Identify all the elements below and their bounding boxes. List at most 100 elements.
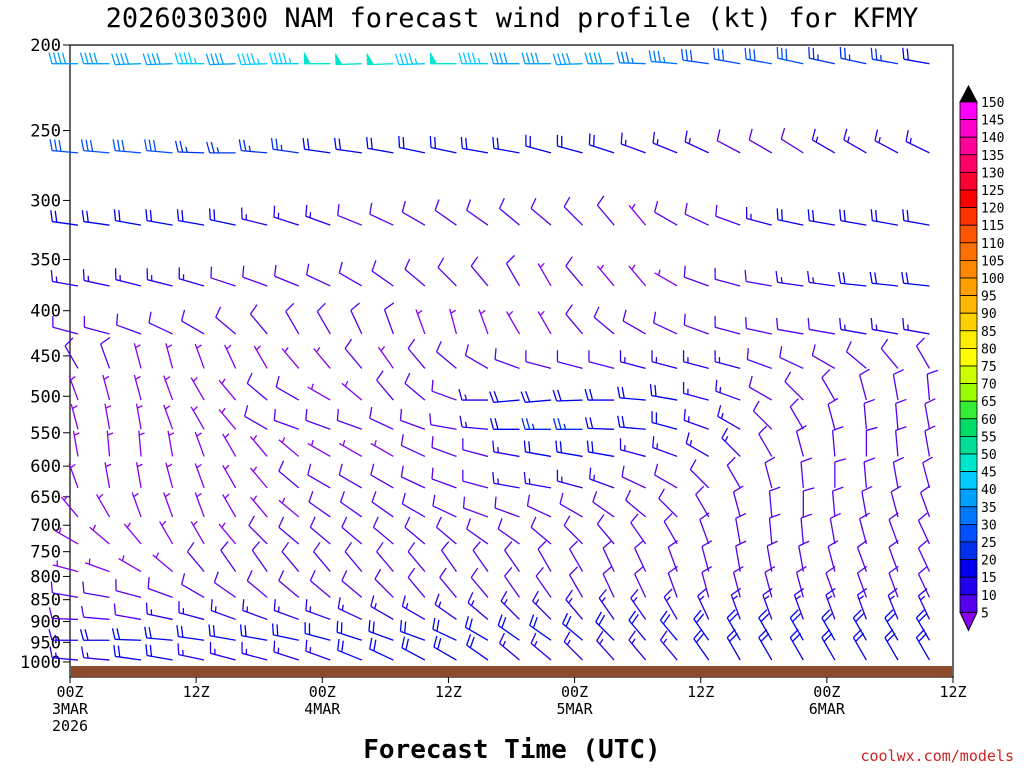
barb-staff xyxy=(371,501,394,518)
barb-full-flag xyxy=(113,645,116,657)
barb-staff xyxy=(888,519,899,545)
barb-staff xyxy=(313,551,331,573)
barb-staff xyxy=(248,525,268,545)
barb-half-flag xyxy=(450,309,457,314)
barb-staff xyxy=(880,348,899,369)
wind-barb xyxy=(194,431,205,457)
barb-full-flag xyxy=(748,48,752,61)
wind-barb xyxy=(902,47,930,65)
barb-full-flag xyxy=(399,619,403,632)
barb-full-flag xyxy=(621,386,625,399)
wind-barb xyxy=(859,368,870,401)
wind-barb xyxy=(917,540,931,572)
barb-staff xyxy=(215,316,237,335)
wind-barb xyxy=(178,267,205,287)
barb-half-flag xyxy=(663,56,666,63)
barb-half-flag xyxy=(70,463,76,469)
barb-full-flag xyxy=(180,573,186,585)
barb-full-flag xyxy=(532,590,539,602)
wind-barb xyxy=(285,302,300,335)
barb-half-flag xyxy=(539,262,545,268)
barb-full-flag xyxy=(434,593,440,605)
wind-barb xyxy=(537,310,552,335)
wind-barb xyxy=(366,136,394,154)
wind-barb xyxy=(856,565,868,598)
colorbar-tick-label: 120 xyxy=(981,202,1004,217)
barb-full-flag xyxy=(758,425,768,435)
barb-full-flag xyxy=(272,623,274,635)
speed-colorbar: 1501451401351301251201151101051009590858… xyxy=(959,84,1004,632)
wind-barb xyxy=(497,518,520,545)
wind-barb xyxy=(919,485,931,518)
wind-barb xyxy=(683,408,709,430)
y-tick-label: 1000 xyxy=(20,653,61,673)
wind-barb xyxy=(492,440,520,458)
barb-full-flag xyxy=(370,137,373,150)
barb-staff xyxy=(569,574,584,598)
barb-full-flag xyxy=(374,568,382,580)
colorbar-cell xyxy=(959,471,978,490)
barb-full-flag xyxy=(246,570,253,581)
barb-half-flag xyxy=(155,552,160,559)
barb-full-flag xyxy=(593,52,598,64)
barb-full-flag xyxy=(811,128,816,141)
wind-barb xyxy=(239,624,268,641)
barb-staff xyxy=(246,382,268,401)
barb-staff xyxy=(596,204,615,226)
barb-staff xyxy=(715,215,741,226)
wind-barb xyxy=(663,512,678,545)
barb-full-flag xyxy=(432,617,436,630)
wind-barb xyxy=(118,555,142,573)
barb-full-flag xyxy=(593,306,600,318)
barb-full-flag xyxy=(844,47,847,60)
wind-barb xyxy=(431,436,457,458)
wind-barb xyxy=(748,375,773,401)
barb-full-flag xyxy=(895,425,907,432)
y-tick-label: 350 xyxy=(30,251,61,271)
barb-full-flag xyxy=(744,270,747,282)
barb-full-flag xyxy=(922,456,933,464)
barb-full-flag xyxy=(432,494,436,507)
barb-staff xyxy=(663,521,678,545)
wind-barb xyxy=(807,318,835,335)
barb-full-flag xyxy=(584,388,589,401)
barb-full-flag xyxy=(555,440,558,452)
wind-barb xyxy=(237,53,268,66)
barb-staff xyxy=(373,526,394,545)
barb-staff xyxy=(497,528,520,545)
colorbar-cell xyxy=(959,453,978,473)
barb-staff xyxy=(281,551,300,573)
colorbar-cell xyxy=(959,154,978,173)
wind-barb xyxy=(693,609,710,641)
barb-staff xyxy=(895,430,899,457)
barb-half-flag xyxy=(216,147,220,154)
barb-full-flag xyxy=(596,514,605,525)
y-tick-label: 200 xyxy=(30,36,61,56)
wind-barb xyxy=(48,52,78,65)
barb-half-flag xyxy=(121,555,125,562)
wind-barb xyxy=(915,628,931,661)
barb-staff xyxy=(466,209,489,226)
wind-barb xyxy=(49,139,79,154)
wind-barb xyxy=(680,48,709,65)
barb-staff xyxy=(83,592,110,599)
wind-barb xyxy=(115,579,142,599)
wind-barb xyxy=(617,415,646,430)
colorbar-cell xyxy=(959,119,978,138)
barb-full-flag xyxy=(821,368,831,379)
barb-full-flag xyxy=(338,261,343,274)
y-tick-label: 750 xyxy=(30,543,61,563)
barb-full-flag xyxy=(683,408,686,421)
wind-barb xyxy=(218,378,237,401)
y-tick-label: 900 xyxy=(30,613,61,633)
barb-staff xyxy=(340,501,363,518)
wind-barb xyxy=(530,632,552,661)
y-tick-label: 550 xyxy=(30,424,61,444)
wind-barb xyxy=(821,628,836,661)
wind-barb xyxy=(238,139,268,154)
wind-barb xyxy=(682,350,709,370)
wind-barb xyxy=(431,467,457,489)
barb-half-flag xyxy=(92,524,97,531)
wind-barb xyxy=(89,524,110,545)
wind-barb xyxy=(194,463,205,489)
